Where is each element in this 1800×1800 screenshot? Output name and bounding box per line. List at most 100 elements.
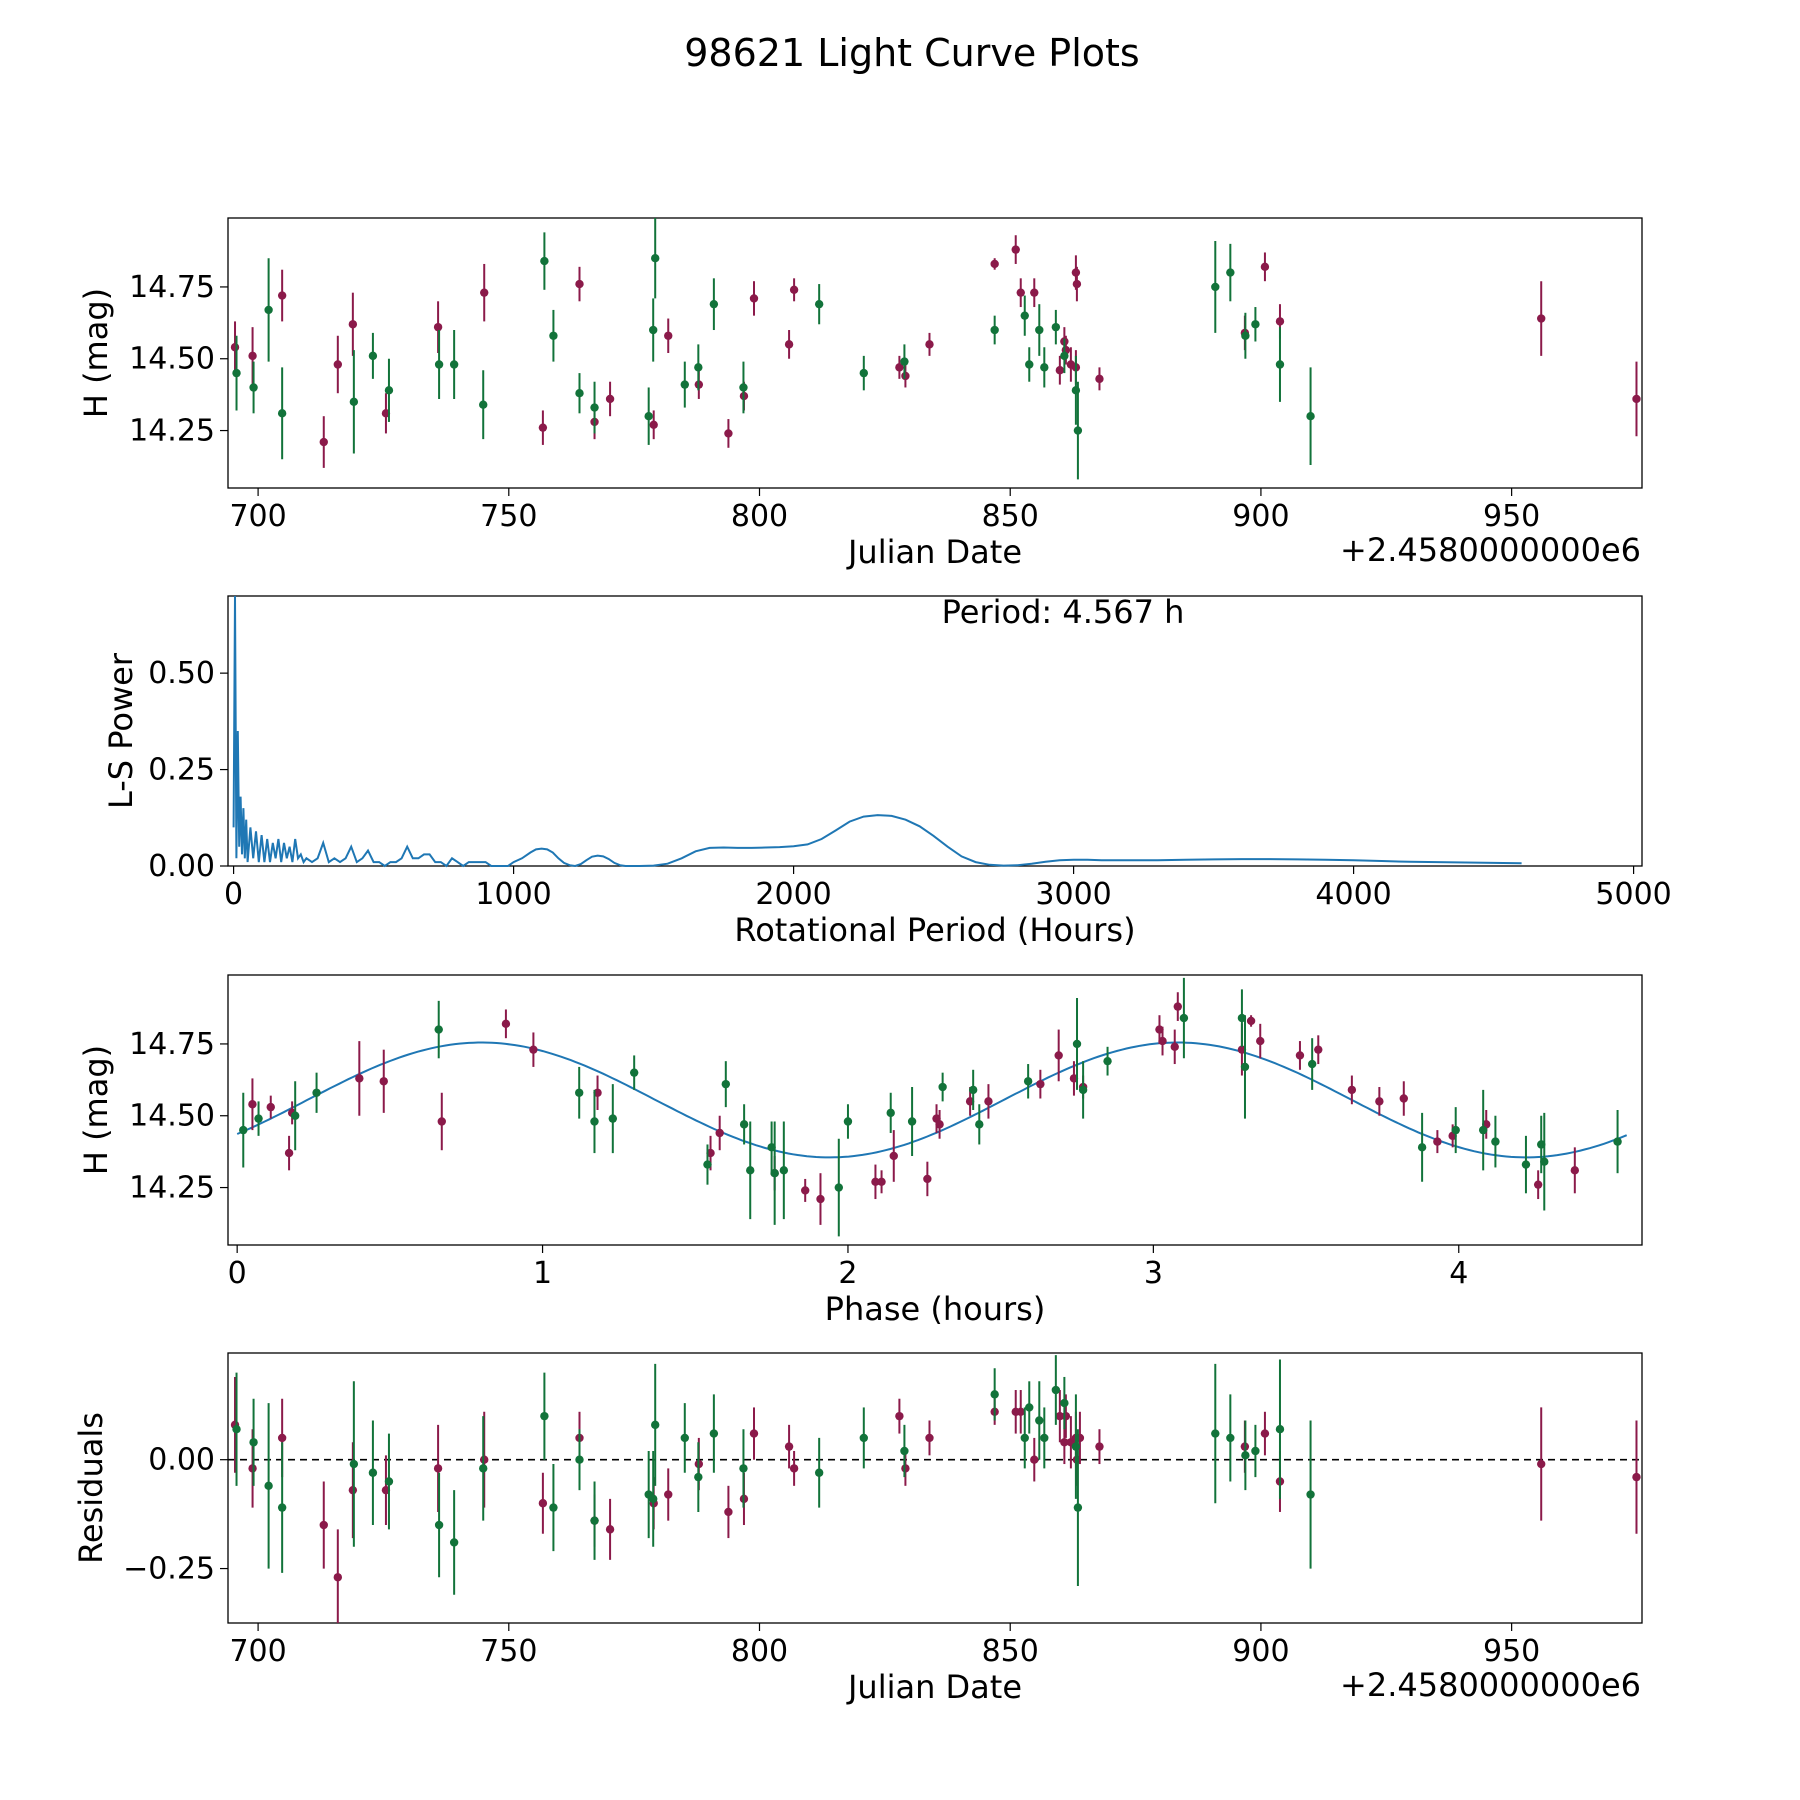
data-point	[433, 322, 443, 332]
residuals-panel: 700 750 800 850 900 950−0.250.00 Julian Date …	[72, 1352, 1643, 1706]
data-point	[1011, 245, 1020, 254]
data-point	[1306, 411, 1315, 421]
y-axis-label: L-S Power	[102, 652, 140, 809]
data-point	[715, 1128, 724, 1138]
data-point	[1025, 1403, 1034, 1412]
data-point	[1491, 1137, 1500, 1146]
data-point	[789, 285, 799, 295]
x-tick-label: 700	[229, 499, 286, 534]
data-point	[1016, 288, 1025, 297]
data-point	[770, 1168, 779, 1178]
data-point	[575, 1088, 584, 1097]
data-point	[784, 1442, 794, 1451]
data-point	[1540, 1157, 1549, 1166]
data-point	[814, 299, 824, 309]
data-point	[1073, 1503, 1083, 1512]
data-point	[889, 1151, 898, 1161]
point-group	[228, 1355, 1642, 1623]
x-tick-label: 950	[1483, 1634, 1540, 1669]
data-point	[1060, 351, 1069, 361]
data-point	[739, 1120, 749, 1129]
data-point	[724, 1507, 733, 1517]
data-point	[664, 1490, 673, 1499]
data-point	[284, 1148, 294, 1158]
data-point	[1170, 1042, 1179, 1052]
data-point	[895, 363, 904, 372]
data-point	[1226, 1433, 1235, 1443]
axis-ticks: 0 1 2 3 4 14.25 14.50 14.75	[129, 1027, 1468, 1291]
data-point	[1375, 1097, 1384, 1106]
x-axis-label: Julian Date	[846, 533, 1022, 571]
data-point	[434, 1025, 443, 1034]
data-point	[1347, 1085, 1357, 1095]
data-point	[990, 259, 999, 269]
data-point	[1521, 1160, 1531, 1169]
x-axis-label: Phase (hours)	[825, 1290, 1046, 1328]
x-tick-label: 1	[533, 1256, 552, 1291]
x-tick-label: 800	[731, 499, 788, 534]
data-point	[434, 360, 444, 369]
data-point	[739, 383, 748, 392]
data-point	[649, 420, 658, 430]
x-tick-label: 850	[982, 1634, 1039, 1669]
data-point	[938, 1082, 947, 1092]
y-tick-label: 14.50	[129, 1099, 215, 1134]
data-point	[900, 357, 909, 366]
data-point	[968, 1085, 978, 1095]
data-point	[816, 1194, 825, 1204]
data-point	[249, 1438, 258, 1447]
data-point	[1314, 1045, 1323, 1054]
data-point	[1060, 1438, 1069, 1447]
plot-frame	[227, 1352, 1643, 1624]
data-point	[232, 1425, 241, 1434]
data-point	[1103, 1056, 1112, 1066]
data-point	[1226, 268, 1235, 277]
x-tick-label: 950	[1483, 499, 1540, 534]
axis-ticks: 700 750 800 850 900 950 −0.25 0.00	[123, 1443, 1540, 1669]
data-point	[1158, 1036, 1167, 1046]
x-tick-label: 900	[1232, 499, 1289, 534]
data-point	[1025, 360, 1034, 369]
data-point	[368, 351, 378, 361]
period-annotation: Period: 4.567 h	[942, 593, 1185, 631]
data-point	[814, 1468, 824, 1477]
data-point	[1060, 1398, 1069, 1408]
data-point	[1051, 322, 1061, 332]
data-point	[680, 380, 689, 389]
data-point	[575, 389, 584, 398]
data-point	[703, 1160, 712, 1169]
data-point	[1173, 1002, 1182, 1011]
x-tick-label: 3	[1144, 1256, 1163, 1291]
data-point	[901, 371, 910, 381]
data-point	[901, 1464, 910, 1473]
data-point	[895, 1411, 904, 1421]
data-point	[1072, 279, 1082, 289]
data-point	[590, 1117, 599, 1126]
data-point	[746, 1166, 755, 1175]
data-point	[935, 1120, 944, 1129]
data-point	[1478, 1125, 1488, 1135]
data-point	[480, 288, 489, 297]
data-point	[900, 1446, 909, 1456]
y-tick-label: 0.00	[148, 1443, 215, 1478]
figure-title: 98621 Light Curve Plots	[684, 31, 1139, 75]
data-point	[984, 1097, 993, 1106]
data-point	[1211, 282, 1220, 292]
periodogram-panel: 0 1000 2000 3000 4000 5000 0.00 0.25 0.50 Period…	[102, 593, 1672, 949]
data-point	[433, 1464, 443, 1473]
data-point	[1016, 1407, 1025, 1416]
data-point	[1040, 1433, 1049, 1443]
data-point	[1260, 262, 1270, 272]
data-point	[834, 1183, 843, 1192]
data-point	[384, 386, 394, 395]
data-point	[319, 437, 328, 447]
data-point	[724, 429, 733, 438]
data-point	[651, 254, 660, 263]
x-axis-label: Julian Date	[846, 1668, 1022, 1706]
data-point	[975, 1120, 984, 1129]
data-point	[877, 1177, 886, 1187]
data-point	[649, 1494, 658, 1504]
data-point	[1275, 317, 1285, 326]
y-tick-label: 0.25	[148, 753, 215, 788]
data-point	[230, 343, 240, 352]
